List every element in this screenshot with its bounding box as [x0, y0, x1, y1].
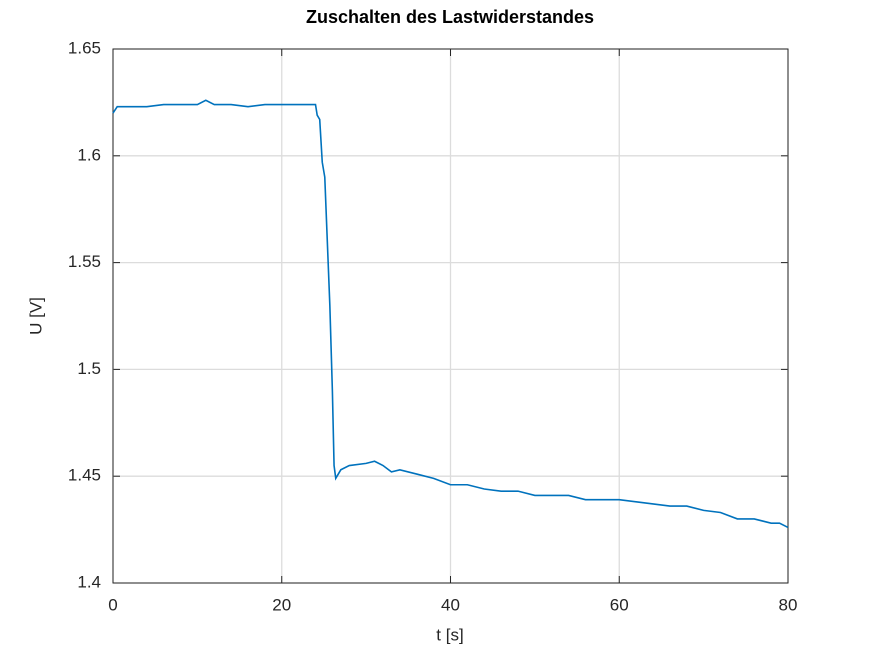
plot-frame [112, 48, 789, 584]
x-axis-label: t [s] [436, 625, 463, 644]
x-tick-label: 40 [441, 595, 460, 614]
x-tick-label: 80 [779, 595, 798, 614]
y-tick-label: 1.45 [68, 466, 101, 485]
data-line [112, 99, 789, 529]
y-tick-label: 1.4 [77, 572, 101, 591]
y-tick-label: 1.65 [68, 38, 101, 57]
y-tick-label: 1.6 [77, 145, 101, 164]
y-axis-label: U [V] [26, 297, 45, 335]
chart-title: Zuschalten des Lastwiderstandes [306, 7, 594, 27]
x-tick-label: 0 [108, 595, 117, 614]
y-tick-label: 1.55 [68, 252, 101, 271]
y-tick-label: 1.5 [77, 359, 101, 378]
x-tick-label: 20 [272, 595, 291, 614]
x-tick-label: 60 [610, 595, 629, 614]
